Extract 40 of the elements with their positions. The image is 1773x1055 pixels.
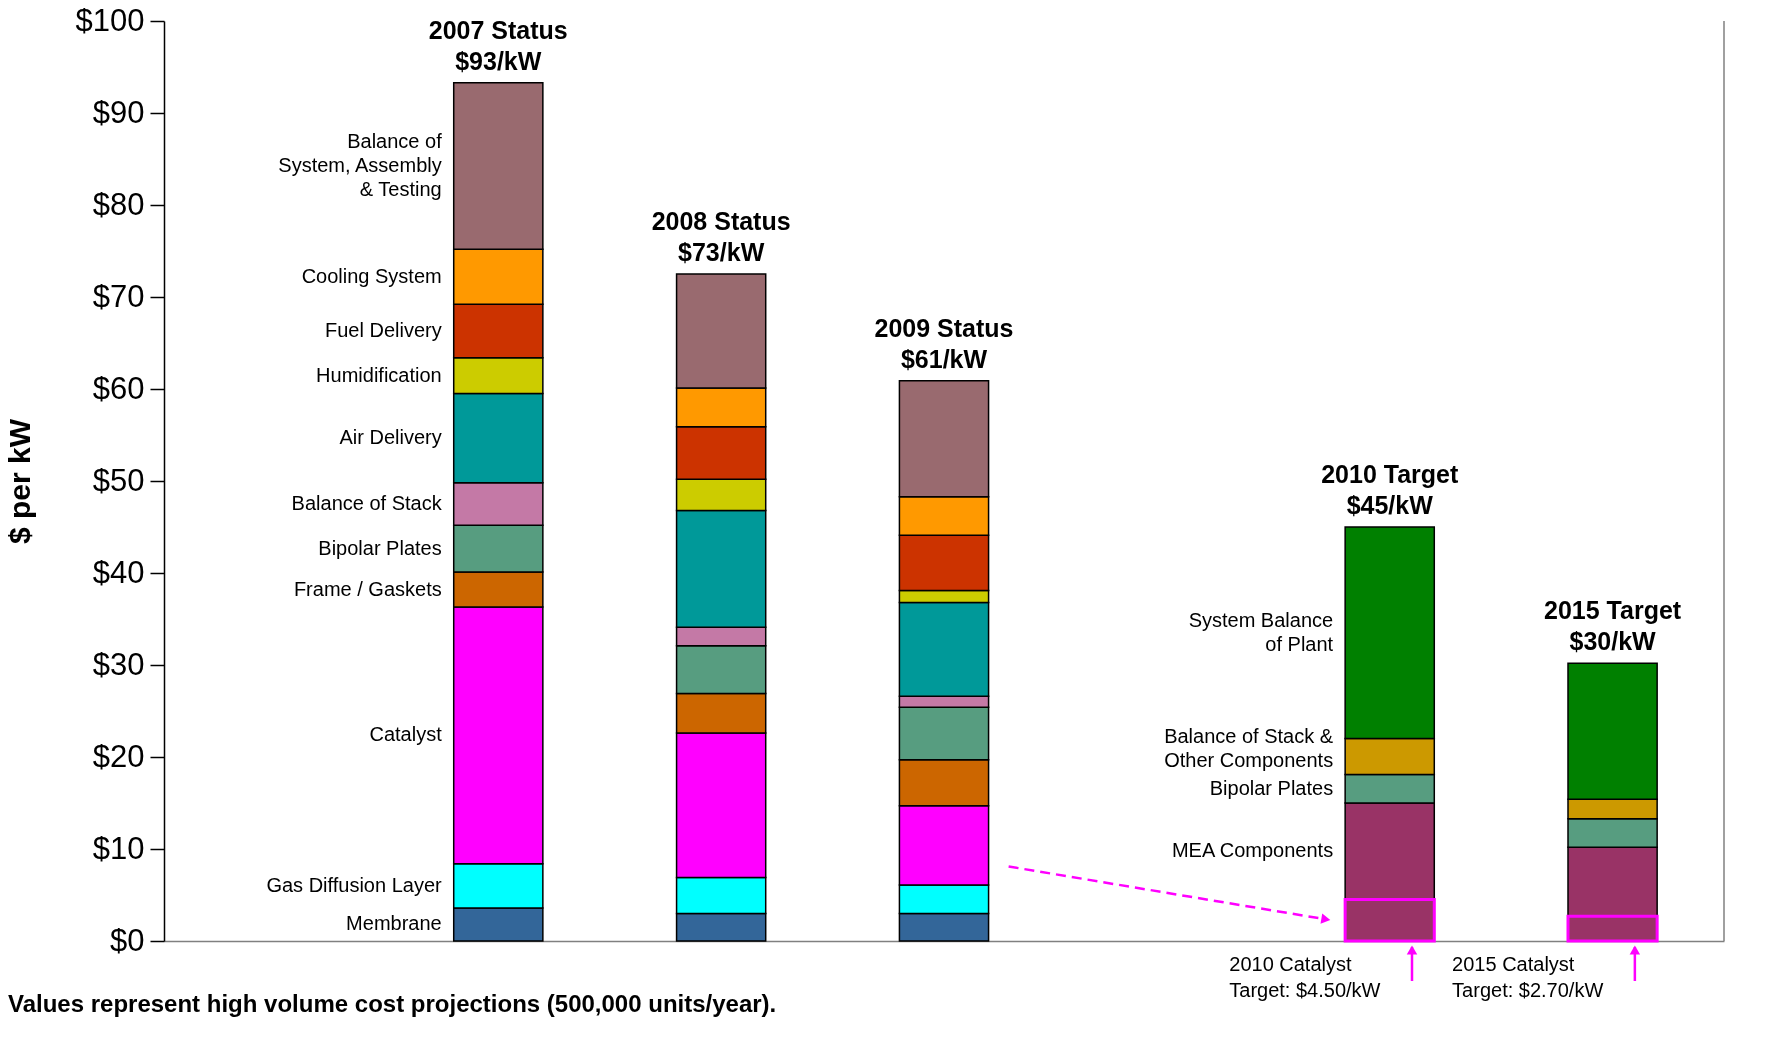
series-label: Bipolar Plates — [318, 536, 442, 559]
data-label: 2015 Catalyst Target: $2.70/kW — [1452, 953, 1604, 1001]
series-label: MEA Components — [1171, 839, 1334, 862]
y-tick-label: $40 — [92, 554, 145, 590]
series-label: Air Delivery — [339, 426, 442, 449]
y-tick-label: $0 — [110, 922, 145, 958]
y-tick-label: $30 — [92, 646, 145, 682]
y-tick-label: $70 — [92, 278, 145, 314]
series-label: Balance of Stack & Other Components — [1164, 724, 1334, 771]
annotation: 2008 Status — [651, 207, 791, 235]
total-label: $93/kW — [455, 46, 542, 75]
total-label: $30/kW — [1569, 627, 1657, 656]
y-axis-title: $ per kW — [2, 418, 36, 545]
series-label: Membrane — [346, 912, 442, 935]
series-label: Cooling System — [301, 264, 442, 287]
annotation: 2015 Target — [1544, 596, 1682, 625]
series-label: Frame / Gaskets — [293, 577, 442, 600]
y-tick-label: $10 — [92, 830, 145, 866]
annotation: 2009 Status — [874, 313, 1014, 342]
series-label: System Balance of Plant — [1188, 608, 1334, 655]
series-label: Catalyst — [369, 723, 443, 746]
series-label: Balance of Stack — [291, 492, 443, 514]
annotation: 2010 Target — [1321, 460, 1459, 488]
series-label: Bipolar Plates — [1209, 776, 1334, 799]
y-tick-label: $20 — [92, 738, 145, 774]
y-tick-label: $60 — [92, 370, 145, 406]
series-label: Gas Diffusion Layer — [266, 873, 443, 896]
series-label: Fuel Delivery — [325, 319, 442, 342]
y-tick-label: $100 — [75, 2, 145, 38]
annotation: 2007 Status — [428, 15, 568, 44]
y-tick-label: $80 — [92, 186, 145, 222]
total-label: $45/kW — [1346, 491, 1434, 519]
text: Values represent high volume cost projections (500,000 units/year). — [8, 990, 777, 1017]
y-tick-label: $50 — [92, 462, 145, 498]
y-tick-label: $90 — [92, 94, 145, 130]
total-label: $73/kW — [678, 238, 765, 266]
series-label: Balance of System, Assembly & Testing — [278, 129, 443, 200]
series-label: Humidification — [316, 363, 442, 386]
data-label: 2010 Catalyst Target: $4.50/kW — [1229, 953, 1381, 1001]
total-label: $61/kW — [900, 344, 988, 373]
